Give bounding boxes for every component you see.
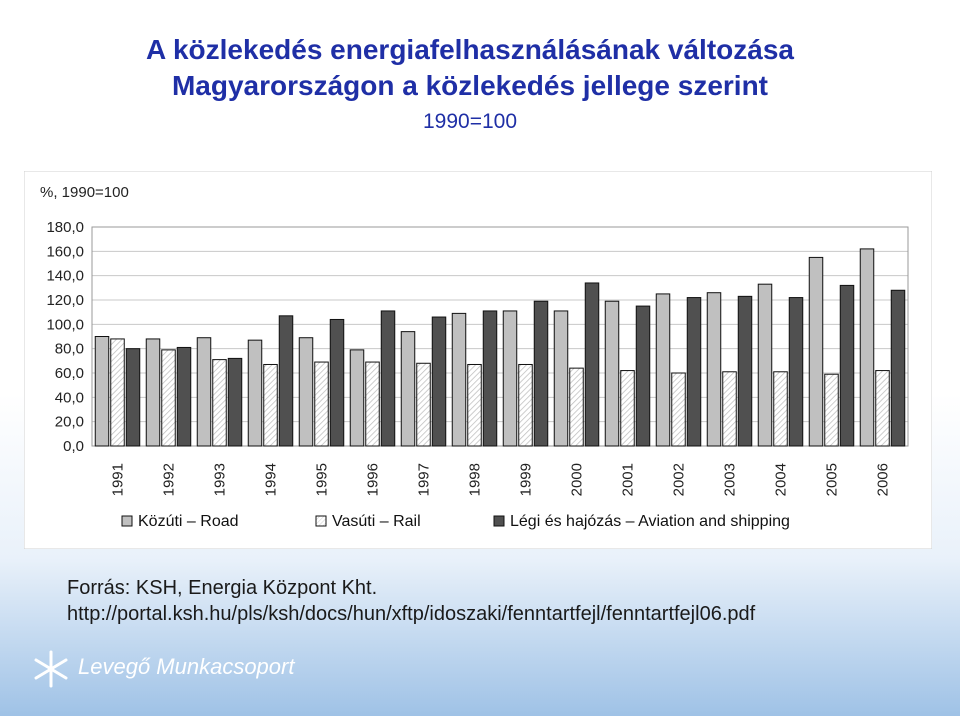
legend-swatch [493,515,505,527]
bar-aviation [839,284,855,447]
y-tick-label: 100,0 [46,316,84,333]
x-tick-label: 2003 [722,463,739,496]
y-tick-label: 20,0 [55,414,84,431]
bar-rail [161,349,176,447]
bar-road [145,338,161,447]
bar-aviation [788,297,804,447]
bar-aviation [380,310,396,447]
bar-aviation [278,315,294,447]
bar-rail [671,372,686,447]
bar-aviation [533,300,549,447]
x-tick-label: 1995 [314,463,331,496]
bar-aviation [686,297,702,447]
x-tick-label: 2005 [824,463,841,496]
logo-text: Levegő Munkacsoport [78,654,295,679]
x-tick-label: 2004 [773,463,790,496]
bar-road [298,337,314,447]
page-title-line-2: Magyarországon a közlekedés jellege szer… [171,70,768,101]
bar-rail [110,338,125,447]
x-tick-label: 1994 [263,463,280,496]
y-tick-label: 160,0 [46,243,84,260]
legend-label: Vasúti – Rail [332,513,421,530]
bar-road [196,337,212,447]
bar-road [757,283,773,447]
bar-road [400,331,416,447]
legend: Közúti – Road Vasúti – Rail Légi és hajózá… [121,513,790,530]
y-unit-label: %, 1990=100 [40,184,129,201]
x-tick-label: 1991 [110,463,127,496]
x-tick-label: 1996 [365,463,382,496]
y-tick-label: 180,0 [46,219,84,236]
bar-rail [314,361,329,447]
plot-area: 180,0 160,0 140,0 120,0 100,0 80,0 60,0 40,0 20,… [46,219,909,496]
bar-rail [365,361,380,447]
bar-aviation [635,305,651,447]
bar-rail [773,371,788,447]
bar-road [247,339,263,447]
page-subtitle: 1990=100 [422,110,518,133]
bar-road [808,256,824,447]
source-url: http://portal.ksh.hu/pls/ksh/docs/hun/xf… [67,603,756,625]
bar-road [451,312,467,447]
bar-rail [875,370,890,447]
bar-aviation [890,289,906,447]
bar-road [349,349,365,447]
x-tick-label: 2001 [620,463,637,496]
bar-road [94,336,110,447]
bar-rail [212,359,227,447]
bar-aviation [737,295,753,447]
legend-label: Közúti – Road [138,513,239,530]
bar-aviation [329,318,345,447]
bar-rail [416,362,431,447]
x-tick-label: 1993 [212,463,229,496]
y-tick-label: 120,0 [46,292,84,309]
bar-aviation [431,316,447,447]
x-tick-label: 1998 [467,463,484,496]
y-tick-label: 140,0 [46,268,84,285]
y-tick-label: 60,0 [55,365,84,382]
source-line-1: Forrás: KSH, Energia Központ Kht. [67,577,378,599]
bar-aviation [176,346,192,447]
bar-rail [518,363,533,447]
page-title-line-1: A közlekedés energiafelhasználásának vál… [146,34,794,65]
bar-aviation [584,282,600,447]
bar-road [706,292,722,447]
y-tick-label: 80,0 [55,341,84,358]
x-tick-label: 1992 [161,463,178,496]
bar-road [859,248,875,447]
y-tick-label: 40,0 [55,389,84,406]
bar-aviation [227,357,243,447]
bar-road [553,310,569,447]
bar-rail [824,373,839,447]
plot-frame [91,226,909,447]
bar-road [502,310,518,447]
logo-star-icon [34,650,68,688]
logo: Levegő Munkacsoport [28,646,328,692]
bar-road [604,300,620,447]
bar-aviation [125,348,141,447]
bar-rail [569,367,584,447]
y-tick-label: 0,0 [63,438,84,455]
bar-rail [620,370,635,447]
x-tick-label: 2002 [671,463,688,496]
x-tick-label: 2000 [569,463,586,496]
legend-label: Légi és hajózás – Aviation and shipping [510,513,790,530]
x-tick-label: 1999 [518,463,535,496]
bar-chart: %, 1990=100 180,0 160,0 140,0 120,0 100,0 80,… [24,171,932,549]
bar-rail [467,363,482,447]
legend-swatch [315,515,327,527]
legend-swatch [121,515,133,527]
x-tick-label: 1997 [416,463,433,496]
bar-aviation [482,310,498,447]
bar-rail [722,371,737,447]
x-tick-label: 2006 [875,463,892,496]
bar-rail [263,363,278,447]
chart-container: %, 1990=100 180,0 160,0 140,0 120,0 100,0 80,… [24,171,932,549]
bar-road [655,293,671,447]
